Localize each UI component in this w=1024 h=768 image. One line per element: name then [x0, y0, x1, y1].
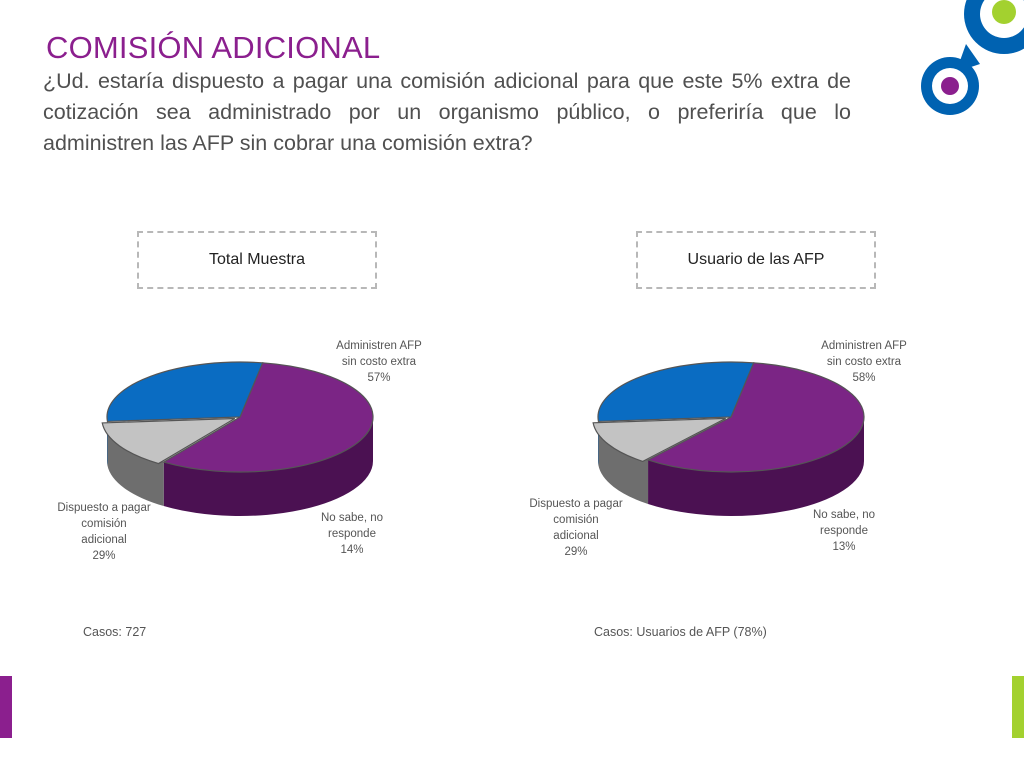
slice-label-dispuesto-pagar: Dispuesto a pagar comisión adicional 29%: [529, 498, 623, 558]
slice-label-no-sabe: No sabe, no responde 14%: [321, 512, 383, 556]
right-accent-bar: [1012, 676, 1024, 738]
green-dot-icon: [992, 0, 1016, 24]
pie-side-afp-sin-costo: [163, 417, 373, 516]
pie-slice-afp-sin-costo: [646, 362, 865, 473]
pie-chart-1: Administren AFP sin costo extra 57% No sabe…: [57, 340, 422, 562]
chart-footnote-total: Casos: 727: [83, 625, 147, 639]
pie-slice-dispuesto-pagar: [106, 361, 264, 423]
chart-title-usuario-afp: Usuario de las AFP: [636, 231, 876, 289]
pie-side-afp-sin-costo: [648, 417, 864, 517]
left-accent-bar: [0, 676, 12, 738]
survey-question: ¿Ud. estaría dispuesto a pagar una comis…: [43, 69, 851, 155]
slice-label-no-sabe: No sabe, no responde 13%: [813, 509, 875, 553]
purple-dot-icon: [941, 77, 959, 95]
pie-slice-no-sabe: [101, 417, 236, 465]
pie-slice-afp-sin-costo: [162, 362, 374, 473]
slice-label-dispuesto-pagar: Dispuesto a pagar comisión adicional 29%: [57, 502, 151, 562]
slice-label-afp-sin-costo: Administren AFP sin costo extra 58%: [821, 340, 907, 384]
pie-slice-dispuesto-pagar: [597, 361, 755, 423]
pie-chart-2: Administren AFP sin costo extra 58% No sabe…: [529, 340, 907, 558]
pie-slice-no-sabe: [592, 417, 726, 463]
chart-title-total-muestra: Total Muestra: [137, 231, 377, 289]
chart-footnote-usuarios: Casos: Usuarios de AFP (78%): [594, 625, 767, 639]
slice-label-afp-sin-costo: Administren AFP sin costo extra 57%: [336, 340, 422, 384]
page-title: COMISIÓN ADICIONAL: [46, 30, 381, 65]
